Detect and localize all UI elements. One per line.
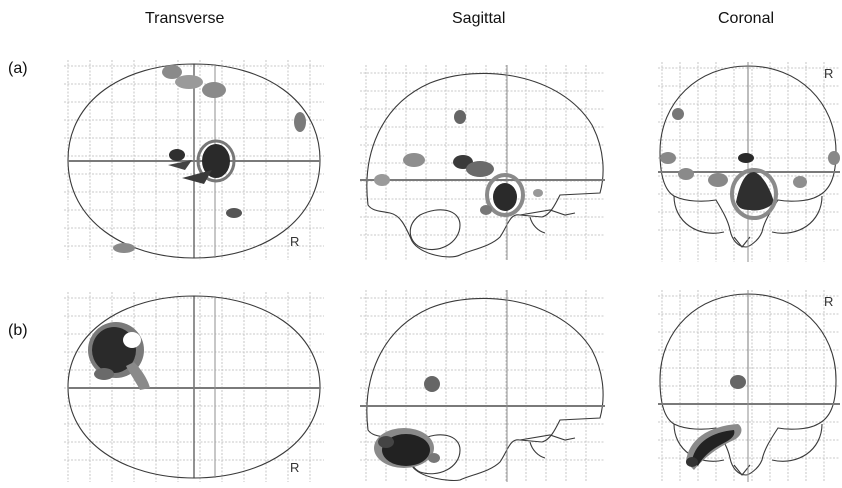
glass-brain-transverse-b: R <box>64 292 324 482</box>
brainstem-outline <box>519 209 576 234</box>
orientation-r-label: R <box>824 294 833 309</box>
activation-blobs <box>686 375 746 470</box>
activation-blobs <box>374 376 440 468</box>
panel-a-coronal: R <box>658 62 840 262</box>
activation-blobs <box>660 108 840 220</box>
panel-a-transverse: R <box>64 60 324 260</box>
activation-blobs <box>88 322 150 390</box>
activation-blobs <box>113 65 306 253</box>
orientation-r-label: R <box>290 234 299 249</box>
activation-blobs <box>374 110 543 217</box>
glass-brain-transverse-a: R <box>64 60 324 260</box>
glass-brain-sagittal-b <box>360 290 605 482</box>
glass-brain-coronal-a: R <box>658 62 840 262</box>
glass-brain-sagittal-a <box>360 65 605 260</box>
panel-b-transverse: R <box>64 292 324 482</box>
brain-outline <box>366 72 604 258</box>
cerebellum-outline <box>409 209 461 251</box>
orientation-r-label: R <box>824 66 833 81</box>
column-title-transverse: Transverse <box>145 10 225 27</box>
row-label-a: (a) <box>8 60 28 77</box>
brainstem-outline <box>519 434 576 459</box>
orientation-r-label: R <box>290 460 299 475</box>
cerebellum-outline <box>673 195 823 248</box>
glass-brain-coronal-b: R <box>658 290 840 482</box>
row-label-b: (b) <box>8 322 28 339</box>
column-title-sagittal: Sagittal <box>452 10 506 27</box>
column-title-coronal: Coronal <box>718 10 775 27</box>
panel-a-sagittal <box>360 65 605 260</box>
panel-b-coronal: R <box>658 290 840 482</box>
panel-b-sagittal <box>360 290 605 482</box>
